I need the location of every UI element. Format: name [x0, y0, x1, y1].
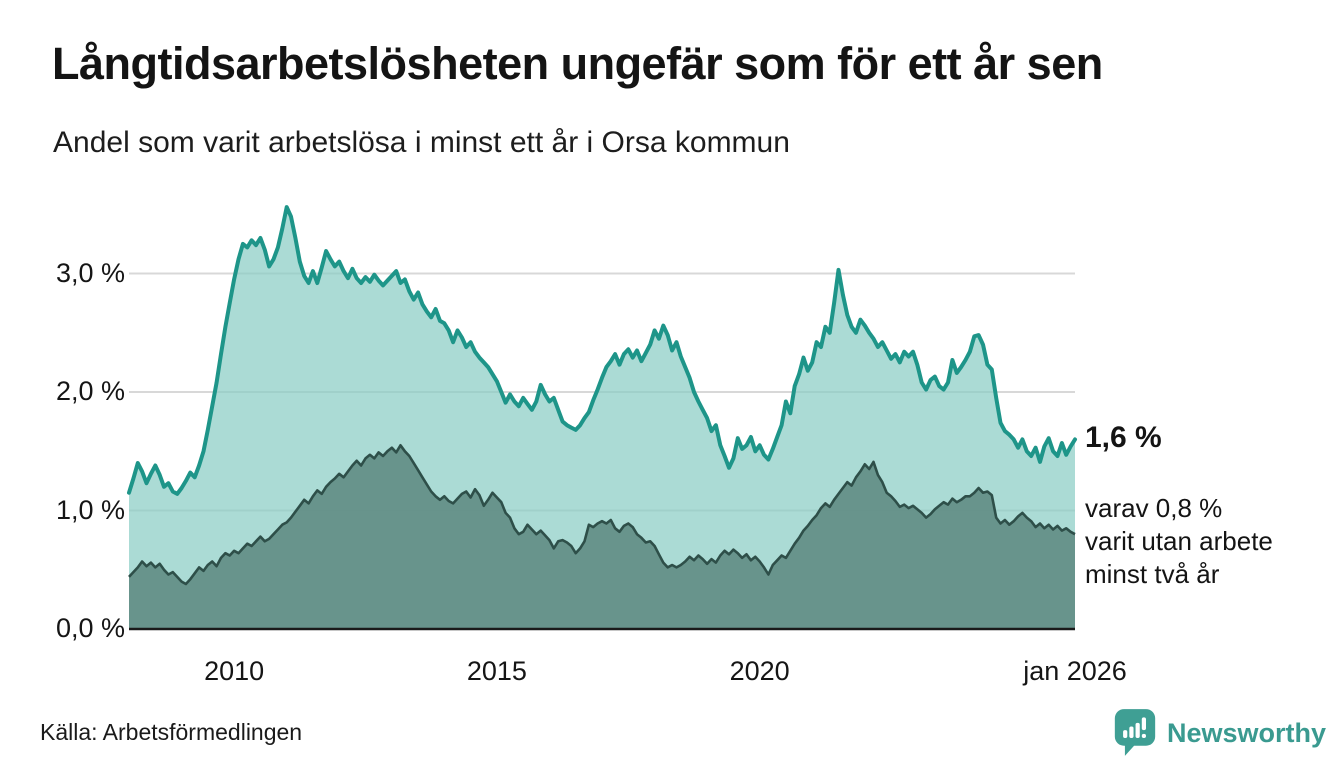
series-secondary-annotation: varav 0,8 % varit utan arbete minst två … — [1085, 492, 1273, 591]
brand-wordmark: Newsworthy — [1167, 717, 1327, 748]
area-unemployed-two-years — [129, 445, 1075, 629]
x-axis-label-2010: 2010 — [204, 656, 265, 686]
line-unemployed-two-years — [128, 444, 1076, 586]
y-axis-label-2: 2,0 % — [55, 376, 125, 406]
y-axis-label-0: 0,0 % — [55, 613, 125, 643]
brand-footer: Newsworthy — [1113, 707, 1326, 757]
annotation-line-2: varit utan arbete — [1085, 526, 1273, 557]
line-unemployed-one-year — [127, 205, 1077, 496]
annotation-line-1: varav 0,8 % — [1085, 493, 1223, 524]
x-axis-label-2020: 2020 — [729, 656, 790, 686]
annotation-line-3: minst två år — [1085, 559, 1220, 590]
source-attribution: Källa: Arbetsförmedlingen — [40, 719, 303, 745]
page-subtitle: Andel som varit arbetslösa i minst ett å… — [53, 126, 790, 159]
y-axis-label-1: 1,0 % — [55, 494, 125, 525]
newsworthy-logo-icon — [1114, 709, 1156, 756]
y-axis-label-3: 3,0 % — [55, 257, 125, 288]
series-end-value-label: 1,6 % — [1085, 421, 1162, 455]
page-title: Långtidsarbetslösheten ungefär som för e… — [52, 38, 1103, 89]
x-axis-label-jan-2026: jan 2026 — [1023, 656, 1127, 686]
x-axis-label-2015: 2015 — [466, 656, 527, 686]
